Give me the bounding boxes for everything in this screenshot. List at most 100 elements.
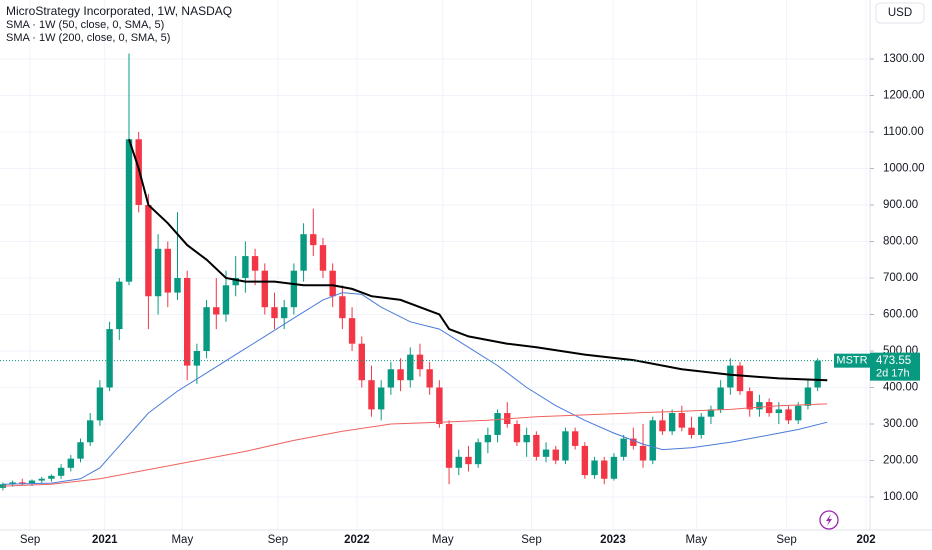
x-tick-label: 2023: [600, 534, 626, 546]
lightning-icon: [826, 514, 832, 526]
y-tick-label: 800.00: [883, 236, 918, 248]
plot-area: [0, 53, 828, 491]
candle-body: [348, 318, 356, 344]
legend-entry: SMA · 1W (200, close, 0, SMA, 5): [6, 32, 170, 44]
symbol-badge: [834, 353, 870, 368]
candle-body: [630, 438, 637, 446]
candle-body: [164, 248, 171, 293]
candle-body: [377, 387, 385, 410]
candle-body: [232, 277, 239, 286]
currency-label[interactable]: USD: [888, 7, 912, 19]
x-tick-label: Sep: [521, 534, 541, 546]
candle-body: [329, 270, 336, 297]
candle-body: [814, 360, 821, 388]
candle-body: [387, 369, 395, 388]
candle-body: [203, 307, 210, 351]
candle-body: [785, 409, 792, 421]
candle-body: [271, 307, 278, 319]
candle-body: [154, 248, 162, 297]
candle-body: [407, 354, 414, 381]
candle-body: [581, 445, 589, 476]
candle-body: [668, 413, 676, 432]
candle-body: [649, 420, 656, 461]
candle-body: [48, 475, 55, 479]
candle-body: [106, 329, 113, 388]
candle-body: [222, 285, 230, 315]
candle-body: [775, 409, 783, 414]
indicator-line: [2, 292, 828, 485]
candle-body: [9, 482, 16, 485]
x-tick-label: Sep: [776, 534, 796, 546]
candle-body: [280, 307, 288, 319]
candle-body: [19, 482, 26, 484]
candle-body: [610, 456, 618, 479]
candle-body: [193, 350, 201, 366]
x-tick-label: Sep: [268, 534, 288, 546]
countdown-label: 2d 17h: [876, 368, 910, 380]
candle-body: [290, 270, 298, 308]
price-badge: [870, 352, 920, 381]
candle-body: [77, 442, 84, 459]
candle-body: [455, 456, 462, 468]
candle-body: [688, 427, 695, 435]
y-tick-label: 900.00: [883, 199, 918, 211]
indicator-line: [2, 403, 828, 487]
x-tick-label: Sep: [20, 534, 40, 546]
candle-body: [436, 387, 443, 424]
currency-button[interactable]: [875, 2, 925, 24]
symbol-label: MSTR: [836, 355, 867, 367]
candle-body: [368, 380, 375, 410]
candle-body: [678, 413, 686, 428]
x-tick-label: 2022: [344, 534, 370, 546]
candle-body: [300, 234, 307, 271]
candle-body: [533, 434, 540, 457]
grid: [0, 0, 870, 530]
candle-body: [484, 434, 492, 443]
candle-body: [542, 449, 550, 457]
candle-body: [28, 480, 36, 484]
candle-body: [795, 405, 802, 421]
y-tick-label: 600.00: [883, 309, 918, 321]
candle-body: [416, 354, 424, 370]
y-tick-label: 1300.00: [883, 53, 925, 65]
y-tick-label: 200.00: [883, 455, 918, 467]
candle-body: [494, 413, 501, 435]
y-tick-label: 1000.00: [883, 163, 925, 175]
x-tick-label: 202: [857, 534, 876, 546]
indicator-line: [128, 138, 828, 382]
last-price-label: 473.55: [876, 355, 911, 367]
x-tick-label: May: [432, 534, 454, 546]
candle-body: [116, 281, 123, 330]
candle-body: [38, 478, 45, 481]
candle-body: [756, 402, 763, 410]
candle-body: [601, 460, 608, 479]
candle-body: [319, 245, 327, 271]
legend: SMA · 1W (50, close, 0, SMA, 5)SMA · 1W …: [6, 19, 170, 44]
candle-body: [465, 456, 472, 465]
x-tick-label: May: [171, 534, 193, 546]
candle-body: [562, 431, 569, 461]
candle-body: [620, 438, 627, 457]
legend-entry: SMA · 1W (50, close, 0, SMA, 5): [6, 19, 164, 31]
y-tick-label: 1100.00: [883, 126, 924, 138]
candle-body: [125, 139, 133, 282]
y-tick-label: 400.00: [883, 382, 918, 394]
candle-body: [707, 409, 715, 417]
candle-body: [145, 204, 152, 297]
candle-body: [87, 420, 94, 443]
candle-body: [591, 460, 598, 476]
x-tick-label: 2021: [92, 534, 118, 546]
candle-body: [445, 424, 453, 468]
candle-body: [639, 445, 647, 461]
x-tick-label: May: [686, 534, 708, 546]
chart-title: MicroStrategy Incorporated, 1W, NASDAQ: [6, 4, 232, 18]
candle-body: [358, 343, 365, 381]
y-tick-label: 700.00: [883, 272, 918, 284]
candle-body: [426, 369, 433, 388]
candle-body: [251, 256, 259, 271]
candle-body: [174, 277, 181, 293]
candle-body: [552, 449, 559, 461]
candle-body: [659, 420, 666, 432]
candle-body: [727, 365, 734, 388]
